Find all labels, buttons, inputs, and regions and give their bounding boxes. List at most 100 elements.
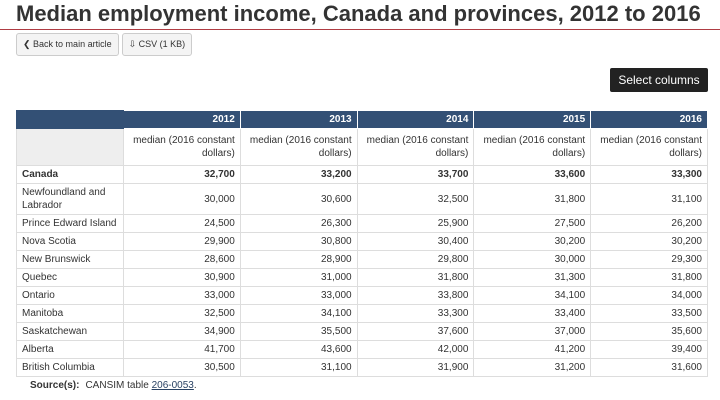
value-cell: 30,200: [473, 232, 592, 251]
column-header: 2015: [473, 110, 592, 129]
source-note: Source(s): CANSIM table 206-0053.: [30, 380, 197, 391]
column-header: 2012: [123, 110, 241, 129]
unit-header: median (2016 constant dollars): [590, 128, 708, 166]
value-cell: 30,500: [123, 358, 241, 377]
value-cell: 31,100: [590, 183, 708, 215]
row-label: Saskatchewan: [16, 322, 124, 341]
value-cell: 30,800: [239, 232, 358, 251]
value-cell: 34,100: [473, 286, 592, 305]
source-label: Source(s):: [30, 380, 80, 391]
value-cell: 33,000: [123, 286, 241, 305]
value-cell: 35,600: [590, 322, 708, 341]
button-label: Back to main article: [33, 39, 112, 49]
value-cell: 28,600: [123, 250, 241, 269]
value-cell: 31,300: [473, 268, 592, 287]
select-columns-button[interactable]: Select columns: [610, 68, 708, 92]
row-label: Ontario: [16, 286, 124, 305]
value-cell: 31,100: [239, 358, 358, 377]
value-cell: 31,600: [590, 358, 708, 377]
table-row: Newfoundland and Labrador 30,000 30,600 32,…: [16, 183, 708, 215]
value-cell: 34,000: [590, 286, 708, 305]
value-cell: 30,900: [123, 268, 241, 287]
row-label: British Columbia: [16, 358, 124, 377]
value-cell: 42,000: [356, 340, 475, 359]
unit-header: median (2016 constant dollars): [239, 128, 358, 166]
value-cell: 37,000: [473, 322, 592, 341]
csv-button[interactable]: ⇩ CSV (1 KB): [121, 33, 193, 56]
unit-header: median (2016 constant dollars): [473, 128, 592, 166]
button-bar: ❮ Back to main article ⇩ CSV (1 KB): [16, 33, 193, 56]
table-row: Ontario 33,000 33,000 33,800 34,100 34,000: [16, 286, 708, 305]
value-cell: 29,900: [123, 232, 241, 251]
row-label: New Brunswick: [16, 250, 124, 269]
table-row: Canada 32,700 33,200 33,700 33,600 33,300: [16, 165, 708, 184]
source-end: .: [193, 380, 197, 391]
row-label: Alberta: [16, 340, 124, 359]
table-row: New Brunswick 28,600 28,900 29,800 30,000 29,…: [16, 250, 708, 269]
row-label: Newfoundland and Labrador: [16, 183, 124, 215]
value-cell: 31,200: [473, 358, 592, 377]
value-cell: 31,000: [239, 268, 358, 287]
value-cell: 30,000: [473, 250, 592, 269]
column-header: 2014: [356, 110, 475, 129]
value-cell: 33,200: [239, 165, 358, 184]
value-cell: 26,200: [590, 214, 708, 233]
value-cell: 25,900: [356, 214, 475, 233]
value-cell: 33,000: [239, 286, 358, 305]
data-table: 2012 2013 2014 2015 2016 median (2016 consta…: [16, 110, 708, 377]
value-cell: 30,000: [123, 183, 241, 215]
value-cell: 33,300: [356, 304, 475, 323]
value-cell: 33,300: [590, 165, 708, 184]
value-cell: 31,900: [356, 358, 475, 377]
value-cell: 30,600: [239, 183, 358, 215]
row-label: Nova Scotia: [16, 232, 124, 251]
value-cell: 26,300: [239, 214, 358, 233]
value-cell: 27,500: [473, 214, 592, 233]
value-cell: 31,800: [590, 268, 708, 287]
value-cell: 32,500: [123, 304, 241, 323]
unit-header: median (2016 constant dollars): [123, 128, 241, 166]
value-cell: 32,500: [356, 183, 475, 215]
table-row: Nova Scotia 29,900 30,800 30,400 30,200 30,20…: [16, 232, 708, 251]
value-cell: 33,700: [356, 165, 475, 184]
value-cell: 34,100: [239, 304, 358, 323]
table-row: Alberta 41,700 43,600 42,000 41,200 39,400: [16, 340, 708, 359]
header-cell: [16, 128, 124, 166]
value-cell: 30,400: [356, 232, 475, 251]
value-cell: 31,800: [356, 268, 475, 287]
table-row: Saskatchewan 34,900 35,500 37,600 37,000 35,6…: [16, 322, 708, 341]
value-cell: 28,900: [239, 250, 358, 269]
value-cell: 24,500: [123, 214, 241, 233]
value-cell: 31,800: [473, 183, 592, 215]
header-cell: [16, 110, 124, 129]
row-label: Quebec: [16, 268, 124, 287]
value-cell: 35,500: [239, 322, 358, 341]
column-header: 2016: [590, 110, 708, 129]
value-cell: 29,800: [356, 250, 475, 269]
value-cell: 30,200: [590, 232, 708, 251]
table-row: British Columbia 30,500 31,100 31,900 31,200…: [16, 358, 708, 377]
value-cell: 29,300: [590, 250, 708, 269]
page-title: Median employment income, Canada and pro…: [0, 0, 720, 30]
value-cell: 33,500: [590, 304, 708, 323]
source-link[interactable]: 206-0053: [151, 380, 194, 391]
unit-row: median (2016 constant dollars) median (20…: [16, 128, 708, 166]
row-label: Canada: [16, 165, 124, 184]
value-cell: 41,700: [123, 340, 241, 359]
value-cell: 34,900: [123, 322, 241, 341]
source-text: CANSIM table: [85, 380, 149, 391]
column-header: 2013: [239, 110, 358, 129]
back-button[interactable]: ❮ Back to main article: [16, 33, 119, 56]
row-label: Manitoba: [16, 304, 124, 323]
value-cell: 33,600: [473, 165, 592, 184]
value-cell: 33,800: [356, 286, 475, 305]
value-cell: 39,400: [590, 340, 708, 359]
value-cell: 32,700: [123, 165, 241, 184]
value-cell: 33,400: [473, 304, 592, 323]
table-row: Manitoba 32,500 34,100 33,300 33,400 33,500: [16, 304, 708, 323]
table-row: Prince Edward Island 24,500 26,300 25,900 27…: [16, 214, 708, 233]
table-row: Quebec 30,900 31,000 31,800 31,300 31,800: [16, 268, 708, 287]
button-label: CSV (1 KB): [138, 39, 186, 49]
row-label: Prince Edward Island: [16, 214, 124, 233]
